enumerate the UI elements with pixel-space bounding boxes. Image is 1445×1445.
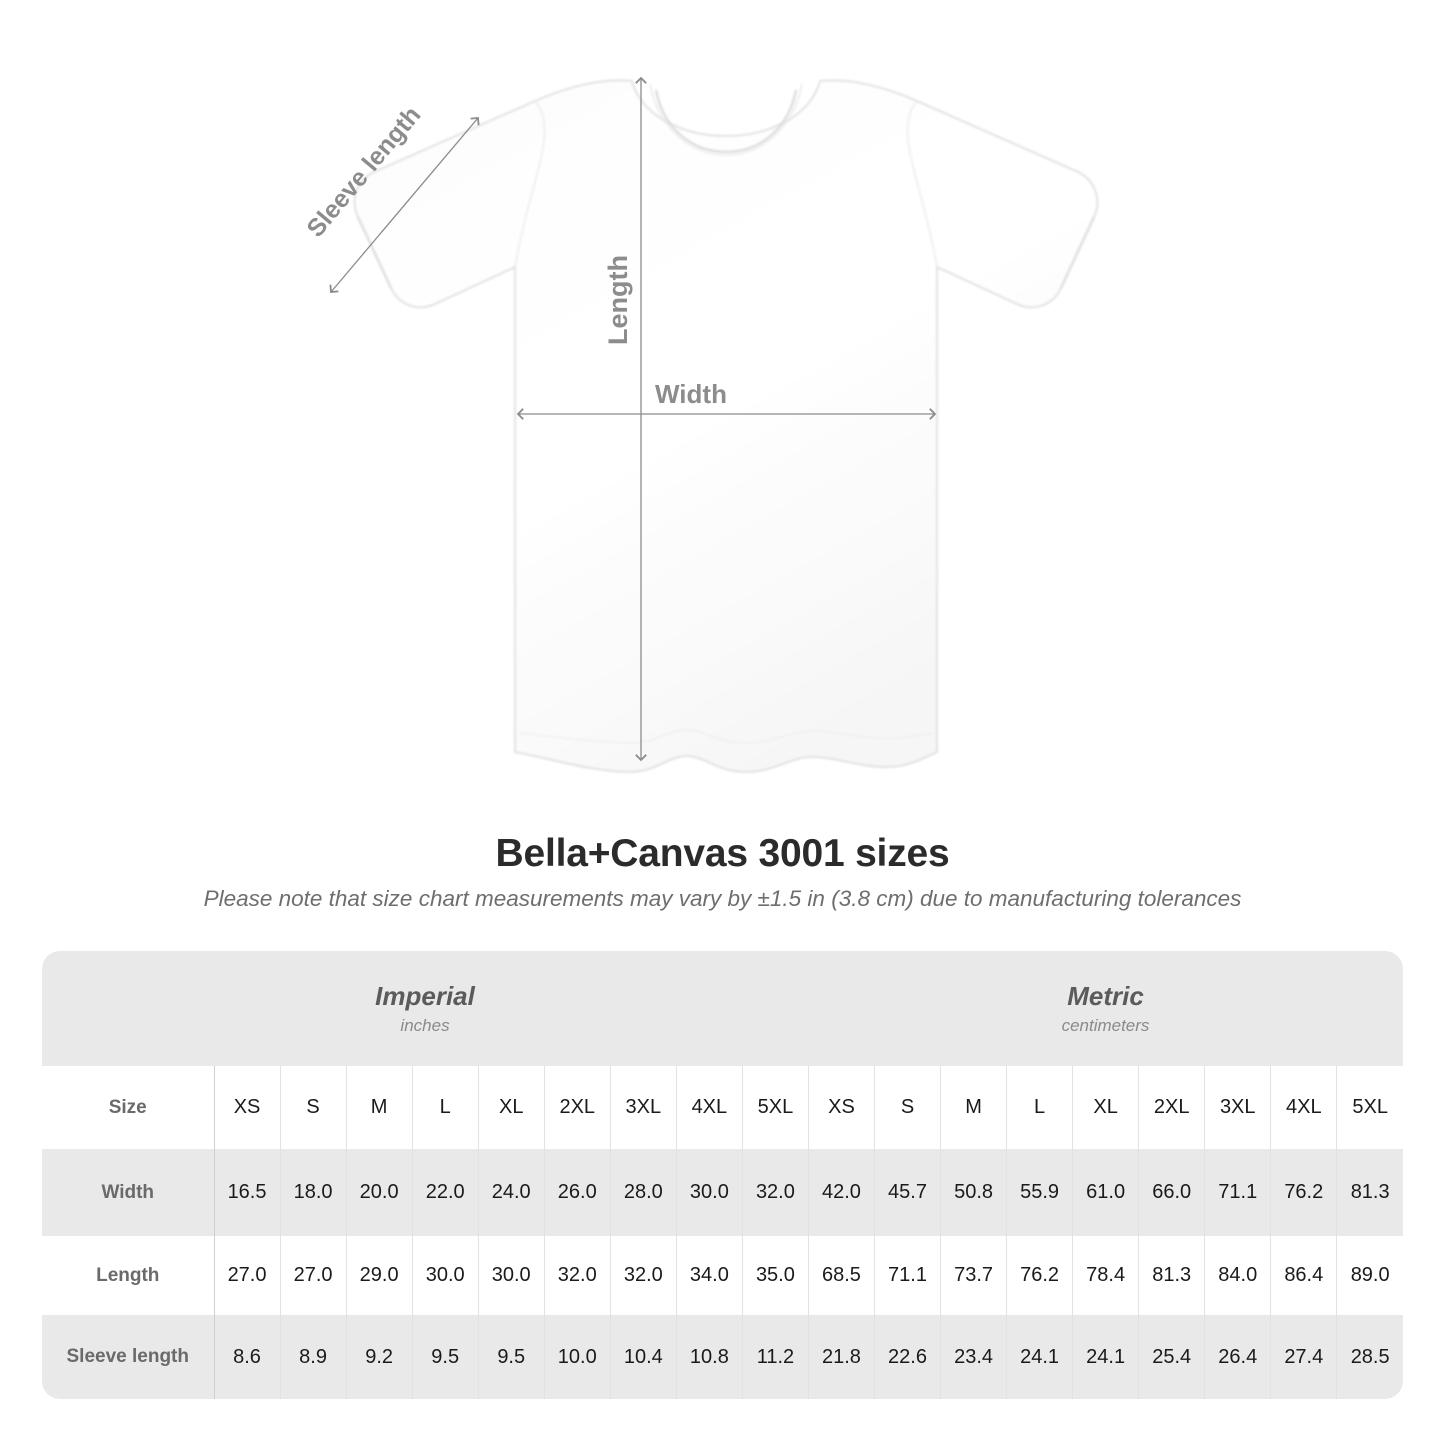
svg-text:Width: Width (655, 379, 727, 409)
svg-text:Length: Length (603, 255, 633, 345)
